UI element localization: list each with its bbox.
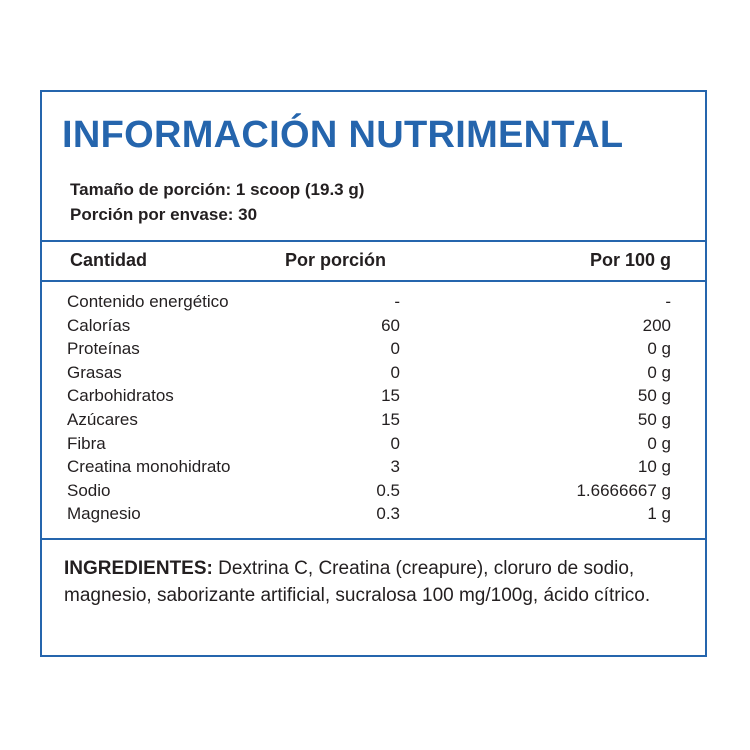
serving-size: Tamaño de porción: 1 scoop (19.3 g) <box>70 180 365 199</box>
column-header-per-100g: Por 100 g <box>589 250 671 270</box>
nutrient-per-100g: 0 g <box>647 433 671 453</box>
nutrient-row: Magnesio 0.3 1 g <box>42 502 705 526</box>
nutrient-per-serving: 15 <box>381 386 400 406</box>
nutrient-name: Proteínas <box>67 339 140 359</box>
nutrient-row: Contenido energético - - <box>42 290 705 314</box>
divider-header <box>42 280 705 282</box>
nutrient-row: Creatina monohidrato 3 10 g <box>42 455 705 479</box>
nutrient-name: Grasas <box>67 362 122 382</box>
nutrient-per-100g: 50 g <box>637 409 671 429</box>
nutrient-per-100g: 200 <box>642 315 671 335</box>
nutrient-row: Sodio 0.5 1.6666667 g <box>42 479 705 503</box>
servings-per-container: Porción por envase: 30 <box>70 205 258 224</box>
nutrient-per-serving: 60 <box>381 315 400 335</box>
nutrient-per-100g: 1.6666667 g <box>576 480 671 500</box>
nutrient-per-100g: 1 g <box>647 504 671 524</box>
nutrient-per-100g: 50 g <box>637 386 671 406</box>
nutrient-row: Proteínas 0 0 g <box>42 337 705 361</box>
nutrient-row: Grasas 0 0 g <box>42 361 705 385</box>
nutrient-row: Azúcares 15 50 g <box>42 408 705 432</box>
nutrient-name: Fibra <box>67 433 106 453</box>
nutrient-row: Calorías 60 200 <box>42 314 705 338</box>
nutrient-name: Carbohidratos <box>67 386 174 406</box>
nutrient-name: Contenido energético <box>67 292 229 311</box>
nutrient-per-serving: 0.5 <box>376 480 400 500</box>
nutrient-per-serving: 0 <box>390 339 400 359</box>
nutrient-per-100g: 0 g <box>647 339 671 359</box>
nutrient-per-100g: 10 g <box>637 457 671 477</box>
nutrient-name: Azúcares <box>67 409 138 429</box>
nutrient-name: Sodio <box>67 480 111 500</box>
nutrient-per-serving: 0.3 <box>376 504 400 524</box>
column-header-amount: Cantidad <box>70 250 148 270</box>
nutrient-name: Creatina monohidrato <box>67 457 231 477</box>
divider-ingredients <box>42 538 705 540</box>
nutrient-per-serving: - <box>394 292 400 311</box>
nutrient-name: Calorías <box>67 315 131 335</box>
ingredients-block: INGREDIENTES: Dextrina C, Creatina (crea… <box>64 555 694 609</box>
column-header-per-serving: Por porción <box>285 250 387 270</box>
nutrient-per-serving: 3 <box>390 457 400 477</box>
nutrition-facts-panel: INFORMACIÓN NUTRIMENTAL Tamaño de porció… <box>40 90 707 657</box>
ingredients-text: Dextrina C, Creatina (creapure), cloruro… <box>64 558 651 606</box>
nutrient-per-100g: 0 g <box>647 362 671 382</box>
nutrient-row: Fibra 0 0 g <box>42 432 705 456</box>
nutrient-row: Carbohidratos 15 50 g <box>42 384 705 408</box>
nutrient-per-serving: 0 <box>390 362 400 382</box>
nutrient-per-serving: 0 <box>390 433 400 453</box>
divider-top <box>42 240 705 242</box>
nutrient-per-serving: 15 <box>381 409 400 429</box>
nutrient-per-100g: - <box>665 292 671 311</box>
nutrient-name: Magnesio <box>67 504 141 524</box>
nutrient-table: Contenido energético - - Calorías 60 200… <box>42 290 705 526</box>
ingredients-label: INGREDIENTES: <box>64 558 213 579</box>
label-title: INFORMACIÓN NUTRIMENTAL <box>62 114 624 156</box>
